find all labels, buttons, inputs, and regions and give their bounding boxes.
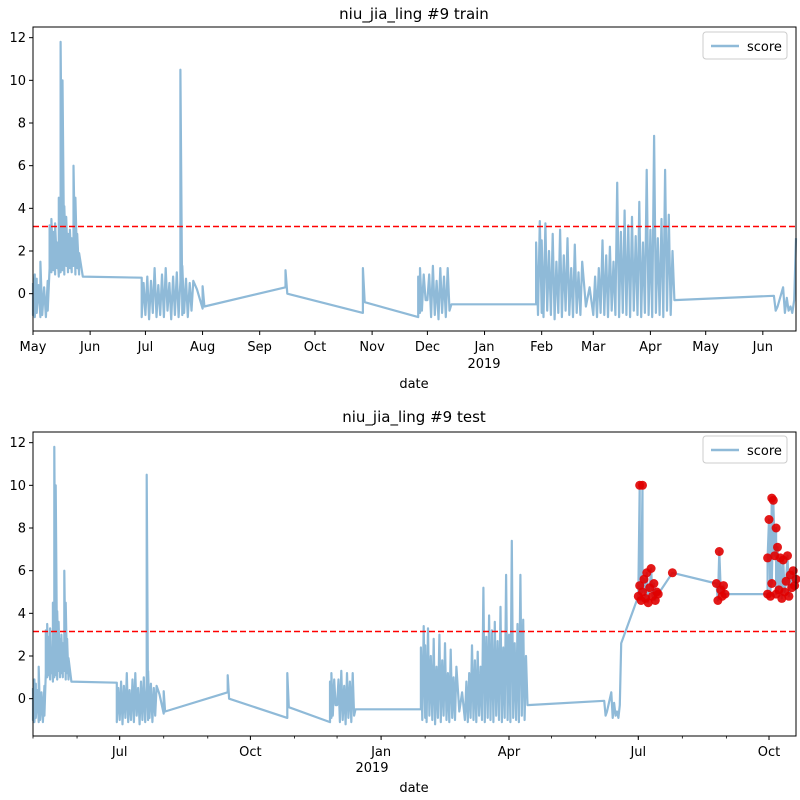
- x-tick-label: Nov: [359, 340, 385, 355]
- plot-frame: [32, 26, 797, 332]
- x-tick-label: Oct: [239, 745, 261, 760]
- score-series-line: [31, 40, 798, 321]
- x-tick-label: Mar: [581, 340, 606, 355]
- x-tick-label: Jul: [137, 340, 154, 355]
- anomaly-point: [667, 568, 677, 578]
- test-legend-box: [702, 435, 788, 464]
- x-tick-label: Jun: [79, 340, 100, 355]
- test-plot-area: [31, 431, 800, 737]
- test-y-axis: 0 2 4 6 8 10 12: [9, 436, 33, 707]
- x-tick-label: Sep: [247, 340, 272, 355]
- train-x-axis-label: date: [399, 377, 428, 392]
- x-tick-label: Jul: [629, 745, 646, 760]
- x-tick-label: May: [692, 340, 719, 355]
- anomaly-point: [783, 551, 792, 561]
- y-tick-label: 4: [18, 202, 26, 217]
- anomaly-point: [646, 564, 656, 573]
- y-tick-label: 4: [18, 607, 26, 622]
- anomaly-point: [764, 515, 774, 524]
- y-tick-label: 10: [9, 479, 26, 494]
- x-tick-label: Aug: [190, 340, 215, 355]
- train-legend-box: [702, 31, 788, 60]
- anomaly-point: [771, 523, 781, 533]
- x-tick-label: May: [20, 340, 47, 355]
- train-chart-title: niu_jia_ling #9 train: [339, 5, 489, 24]
- y-tick-label: 8: [18, 117, 26, 132]
- x-tick-label: Apr: [639, 340, 662, 355]
- test-chart: niu_jia_ling #9 test Jul Oct Jan Apr Jul Oct …: [9, 408, 800, 796]
- x-tick-label: Oct: [304, 340, 326, 355]
- anomaly-point: [719, 581, 728, 591]
- anomaly-point: [781, 576, 791, 586]
- y-tick-label: 10: [9, 74, 26, 89]
- y-tick-label: 0: [18, 692, 26, 707]
- test-x-year-label: 2019: [355, 761, 388, 776]
- x-tick-label: Jan: [370, 745, 391, 760]
- y-tick-label: 6: [18, 159, 26, 174]
- test-x-axis: Jul Oct Jan Apr Jul Oct: [32, 736, 780, 760]
- train-chart: niu_jia_ling #9 train May Jun Jul Aug Sep Oct…: [9, 5, 798, 392]
- train-x-year-label: 2019: [467, 357, 500, 372]
- anomaly-point: [720, 589, 730, 599]
- anomaly-point: [649, 579, 659, 588]
- x-tick-label: Dec: [415, 340, 440, 355]
- y-tick-label: 0: [18, 287, 26, 302]
- anomaly-point: [638, 480, 647, 490]
- anomaly-point: [773, 542, 782, 552]
- test-x-axis-label: date: [399, 781, 428, 796]
- anomaly-point: [714, 547, 724, 556]
- x-tick-label: Oct: [758, 745, 780, 760]
- y-tick-label: 2: [18, 245, 26, 260]
- y-tick-label: 12: [9, 436, 26, 451]
- test-legend: score: [702, 435, 788, 464]
- y-tick-label: 6: [18, 564, 26, 579]
- y-tick-label: 2: [18, 650, 26, 665]
- x-tick-label: Jul: [111, 745, 128, 760]
- anomaly-point: [711, 579, 721, 588]
- anomaly-point: [784, 591, 794, 601]
- anomaly-point: [767, 579, 777, 588]
- x-tick-label: Feb: [530, 340, 553, 355]
- y-tick-label: 12: [9, 31, 26, 46]
- anomaly-point: [763, 553, 773, 563]
- anomaly-point: [653, 589, 663, 599]
- anomaly-point: [643, 598, 653, 608]
- anomaly-point: [788, 566, 798, 576]
- train-plot-area: [31, 26, 798, 332]
- plot-frame: [32, 431, 797, 737]
- train-legend-label: score: [747, 40, 782, 55]
- train-y-axis: 0 2 4 6 8 10 12: [9, 31, 33, 302]
- train-legend: score: [702, 31, 788, 60]
- test-legend-label: score: [747, 444, 782, 459]
- anomaly-point: [768, 495, 778, 505]
- x-tick-label: Jan: [474, 340, 495, 355]
- test-chart-title: niu_jia_ling #9 test: [342, 408, 486, 427]
- x-tick-label: Jun: [752, 340, 773, 355]
- x-tick-label: Apr: [498, 745, 521, 760]
- train-x-axis: May Jun Jul Aug Sep Oct Nov Dec Jan Feb Mar Apr May J…: [20, 331, 773, 355]
- y-tick-label: 8: [18, 522, 26, 537]
